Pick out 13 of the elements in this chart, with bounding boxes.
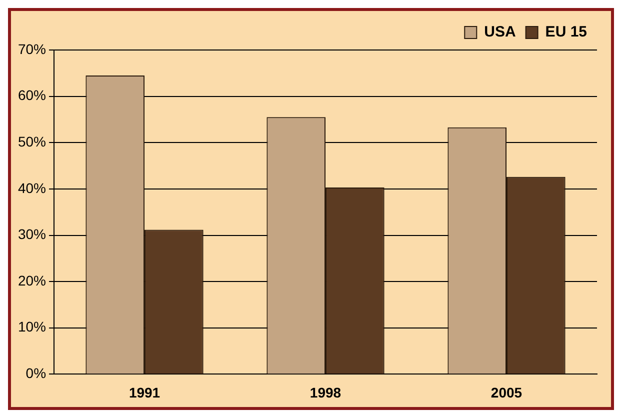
legend-label: EU 15	[545, 24, 588, 41]
y-tick-label: 20%	[18, 272, 46, 288]
y-tick-label: 40%	[18, 180, 46, 196]
x-tick-label: 2005	[490, 384, 522, 400]
y-tick-label: 50%	[18, 133, 46, 150]
legend-label: USA	[484, 24, 516, 41]
y-tick-label: 0%	[26, 365, 46, 382]
y-tick-label: 60%	[18, 87, 46, 104]
x-tick-label: 1991	[128, 384, 160, 400]
y-tick-label: 10%	[18, 318, 46, 335]
y-tick-label: 70%	[18, 40, 46, 57]
y-tick-label: 30%	[18, 226, 46, 242]
x-tick-label: 1998	[310, 384, 342, 400]
